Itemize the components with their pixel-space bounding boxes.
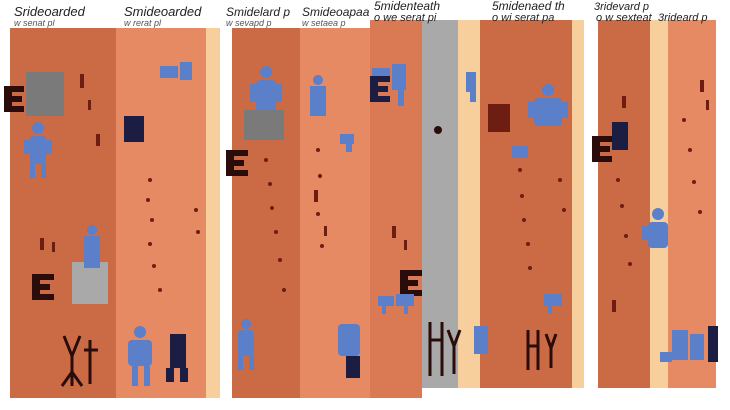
blue-figure-8 (238, 319, 254, 370)
blue-figure-13 (474, 326, 488, 354)
blue-figure-9 (338, 324, 360, 356)
dots-2 (264, 148, 324, 292)
strip-cream-4 (650, 20, 668, 388)
blue-figure-15 (512, 146, 528, 158)
maroon-figure-1 (488, 104, 510, 132)
e-glyph-4 (370, 76, 390, 102)
blue-figure-3 (128, 326, 152, 386)
figures-group-2 (226, 64, 422, 378)
gray-block-1 (26, 72, 64, 116)
e-glyph-3 (226, 150, 248, 176)
small-figures-4 (612, 80, 709, 312)
blue-figure-5 (250, 66, 282, 114)
panel-4a (598, 20, 650, 388)
strip-gray (422, 20, 458, 388)
navy-figure-2 (124, 116, 144, 142)
caption-3: Smidelard p (226, 5, 290, 19)
blue-figure-2 (84, 225, 100, 268)
blue-figure-1 (24, 122, 52, 178)
caption-6: 5midenaed th (492, 0, 565, 13)
panel-3a (480, 20, 572, 388)
strip-cream-1 (206, 28, 220, 398)
dots-3 (518, 168, 566, 270)
caption-1: Srideoarded (14, 4, 86, 19)
e-glyph-6 (592, 136, 612, 162)
e-glyph-1 (4, 86, 24, 112)
caption-8: 3rideard p (658, 12, 708, 24)
caption-3b: w sevapd p (226, 18, 272, 28)
caption-4b: w setaea p (302, 18, 346, 28)
navy-figure-3 (346, 356, 360, 378)
caption-6b: o wi serat pa (492, 12, 554, 24)
blue-figure-7 (340, 134, 354, 152)
figures-group-1 (4, 62, 200, 387)
e-glyph-5 (400, 270, 422, 296)
dark-figure-2 (434, 126, 442, 134)
panel-group-3 (422, 20, 584, 388)
navy-figure-5 (708, 326, 718, 362)
navy-figure-1 (166, 334, 188, 382)
caption-5b: o we serat pi (374, 12, 437, 24)
dark-figures-1 (60, 335, 98, 387)
gray-block-3 (244, 110, 284, 140)
e-glyph-2 (32, 274, 54, 300)
blue-figure-17 (642, 208, 668, 248)
blue-figure-12 (466, 72, 476, 102)
blue-figure-16 (544, 294, 562, 314)
caption-7b: o w sexteat (596, 12, 653, 24)
blue-figure-18 (660, 330, 704, 362)
dark-figures-4 (526, 330, 558, 370)
panel-group-4 (598, 20, 716, 388)
gray-block-2 (72, 262, 108, 304)
blue-figure-4 (160, 62, 192, 80)
dots-4 (616, 118, 702, 266)
caption-2b: w rerat pl (124, 18, 162, 28)
dots-1 (146, 178, 200, 292)
dark-figures-3 (428, 322, 462, 376)
figures-group-3 (428, 72, 568, 376)
caption-1b: w senat pl (14, 18, 56, 28)
caption-2: Smideoarded (124, 4, 202, 19)
panel-1b (116, 28, 206, 398)
strip-cream-3 (572, 20, 584, 388)
small-figures-1 (40, 74, 100, 252)
small-figures-2 (314, 190, 407, 250)
caption-5: 5midenteath (374, 0, 440, 13)
blue-figure-6 (310, 75, 326, 116)
caption-4: Smideoapaa (302, 5, 370, 19)
blue-figure-14 (528, 84, 568, 126)
figures-group-4 (592, 80, 718, 362)
caption-7: 3ridevard p (594, 1, 649, 13)
strip-cream-2 (458, 20, 480, 388)
blue-figure-11 (378, 294, 414, 314)
navy-figure-4 (612, 122, 628, 150)
